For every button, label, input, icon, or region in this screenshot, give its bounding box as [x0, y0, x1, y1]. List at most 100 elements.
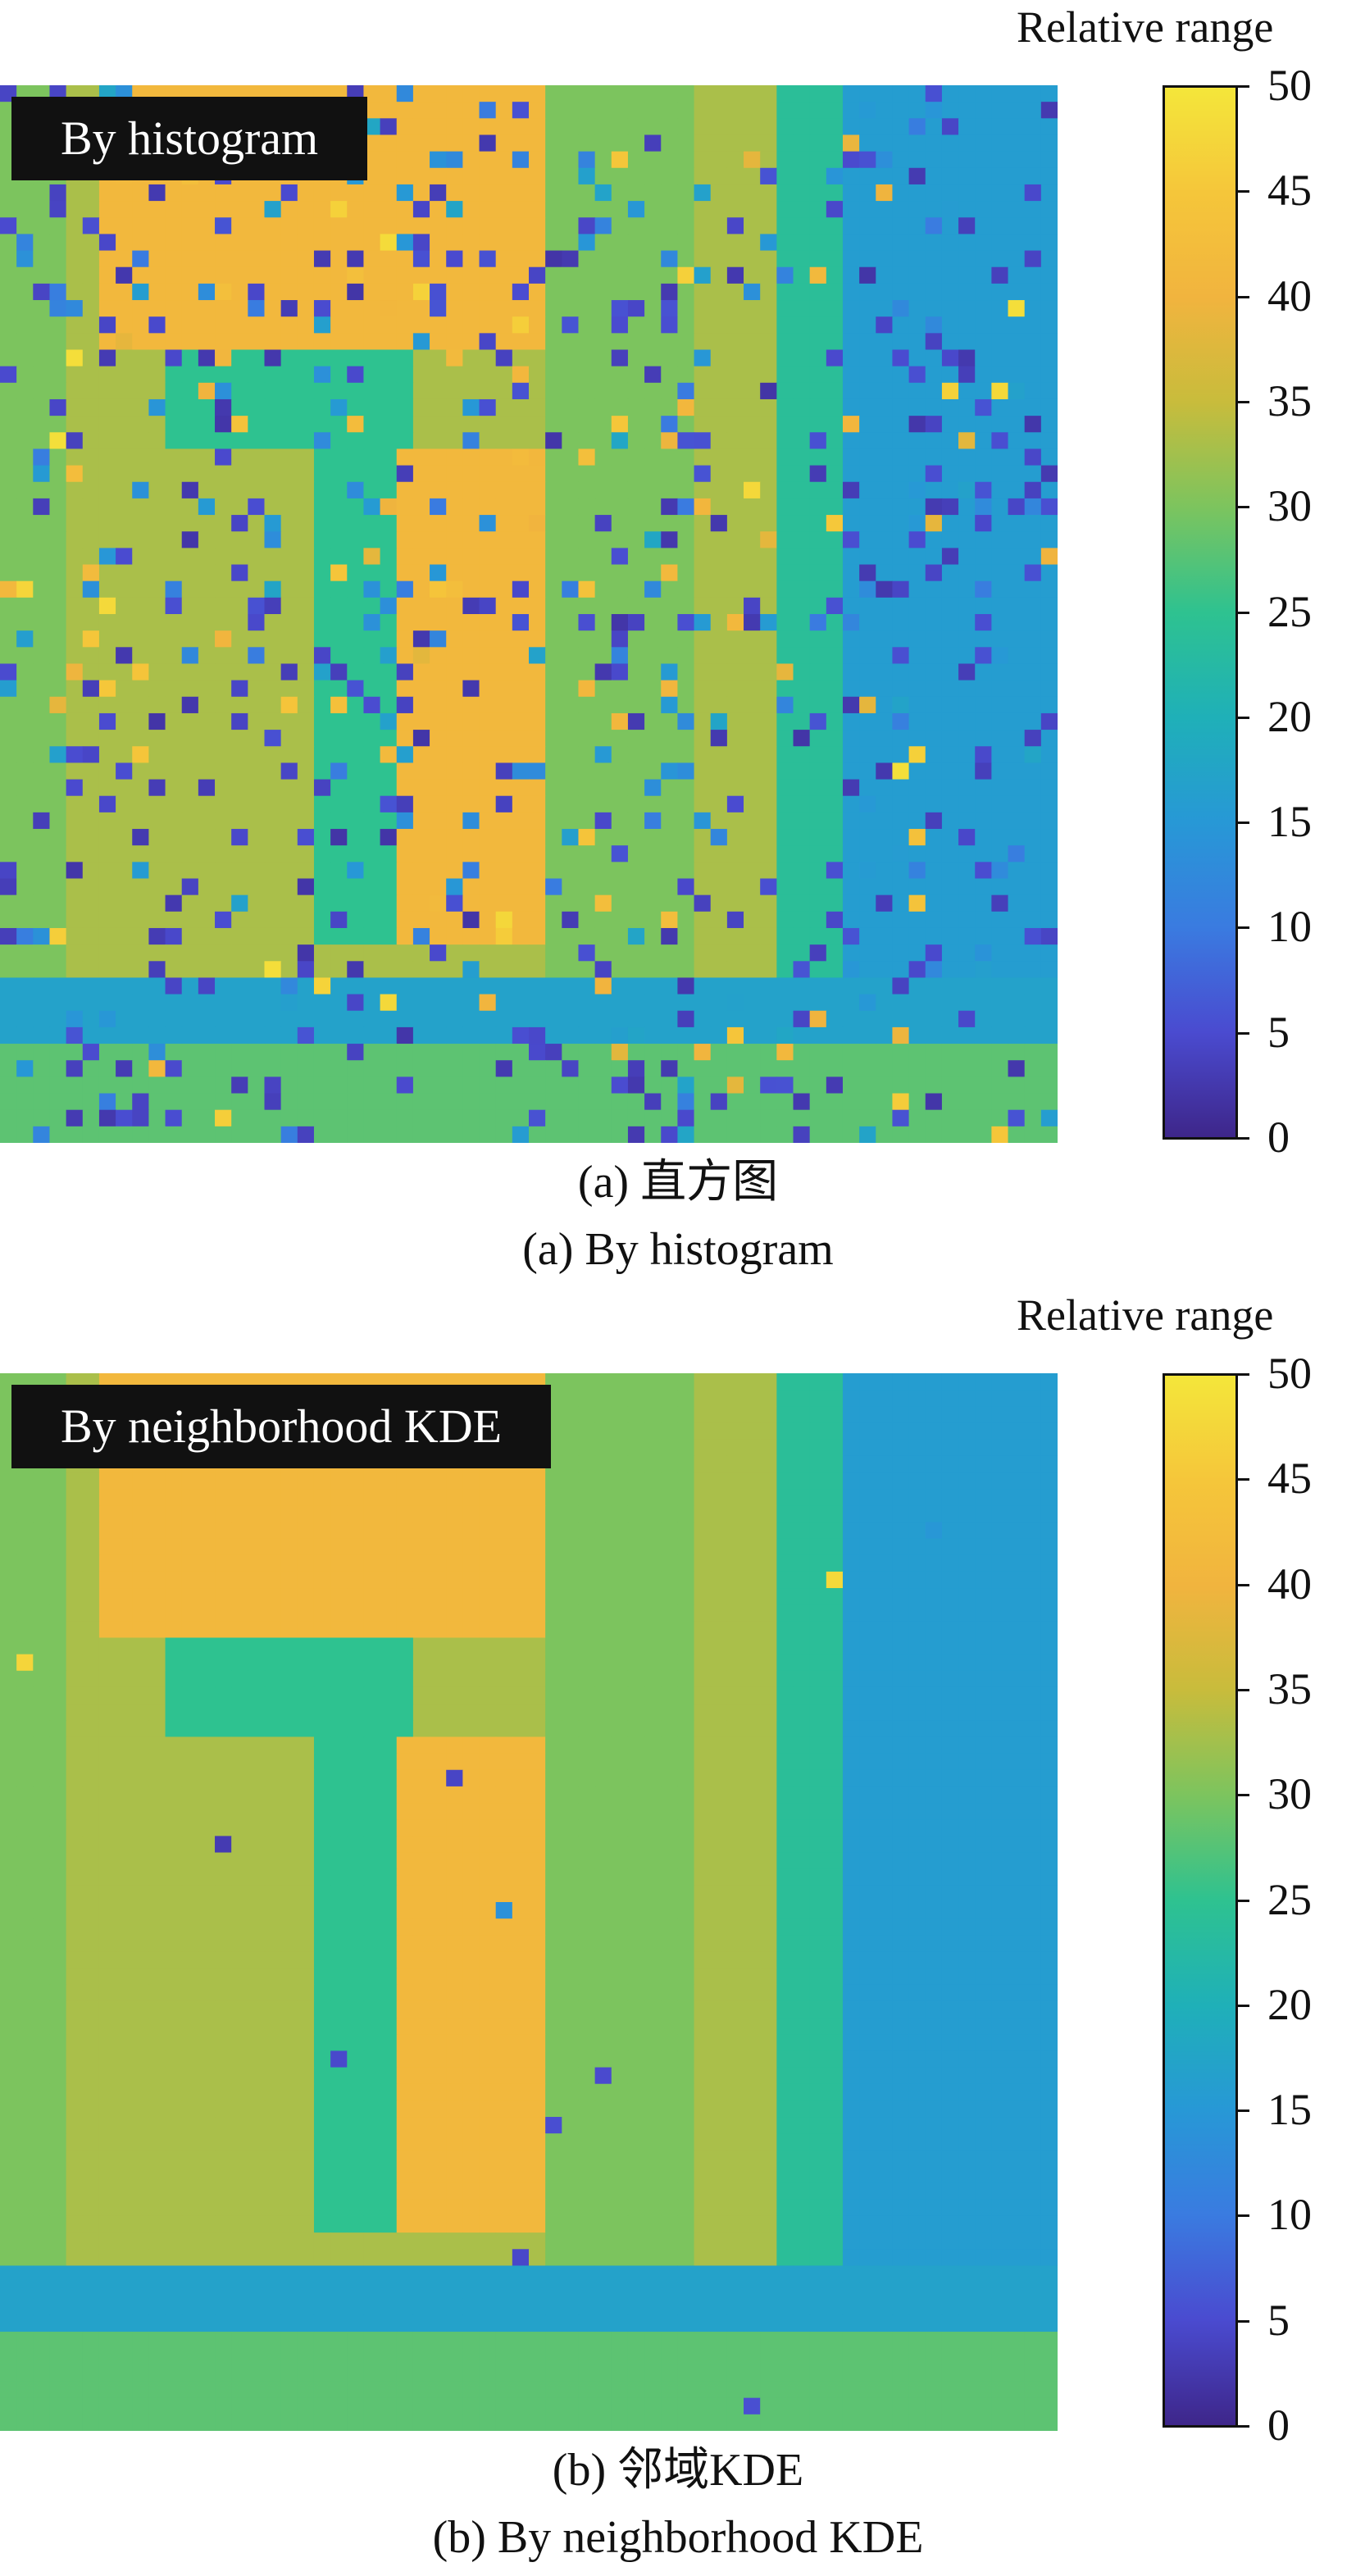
heatmap-cell	[479, 349, 497, 367]
heatmap-cell	[198, 465, 216, 483]
heatmap-cell	[495, 812, 513, 830]
heatmap-cell	[594, 498, 612, 516]
heatmap-cell	[165, 779, 183, 797]
heatmap-cell	[33, 432, 51, 450]
heatmap-cell	[479, 300, 497, 317]
heatmap-cell	[578, 366, 596, 384]
heatmap-cell	[892, 531, 910, 548]
heatmap-cell	[991, 762, 1009, 781]
heatmap-cell	[661, 1044, 679, 1061]
heatmap-cell	[925, 465, 943, 483]
heatmap-cell	[991, 333, 1009, 351]
heatmap-cell	[1040, 1076, 1058, 1095]
heatmap-cell	[578, 416, 596, 433]
heatmap-cell	[82, 1588, 100, 1605]
heatmap-cell	[627, 1571, 645, 1589]
heatmap-cell	[529, 1554, 546, 1572]
heatmap-cell	[446, 531, 463, 548]
heatmap-cell	[578, 167, 596, 185]
heatmap-cell	[726, 564, 744, 582]
heatmap-cell	[941, 217, 959, 235]
heatmap-cell	[430, 597, 447, 615]
heatmap-cell	[793, 1373, 811, 1390]
heatmap-cell	[859, 316, 876, 334]
heatmap-cell	[248, 829, 266, 846]
heatmap-cell	[66, 663, 84, 681]
heatmap-cell	[941, 498, 959, 516]
heatmap-cell	[1024, 927, 1042, 945]
heatmap-cell	[479, 432, 497, 450]
heatmap-cell	[760, 647, 777, 665]
heatmap-cell	[264, 448, 282, 467]
heatmap-cell	[446, 448, 463, 467]
heatmap-cell	[512, 548, 530, 566]
heatmap-cell	[1040, 580, 1058, 598]
heatmap-cell	[578, 1505, 596, 1523]
heatmap-cell	[98, 498, 116, 516]
heatmap-cell	[495, 432, 513, 450]
heatmap-cell	[297, 349, 315, 367]
heatmap-cell	[529, 812, 546, 830]
heatmap-cell	[644, 630, 662, 648]
heatmap-cell	[562, 167, 580, 185]
heatmap-cell	[627, 448, 645, 467]
heatmap-cell	[842, 647, 860, 665]
heatmap-cell	[396, 382, 414, 400]
heatmap-cell	[991, 1522, 1009, 1540]
heatmap-cell	[148, 696, 166, 714]
heatmap-cell	[1024, 1422, 1042, 1440]
heatmap-cell	[479, 1109, 497, 1127]
heatmap-cell	[165, 498, 183, 516]
heatmap-cell	[165, 250, 183, 268]
heatmap-cell	[248, 349, 266, 367]
heatmap-cell	[412, 680, 430, 698]
heatmap-cell	[412, 762, 430, 781]
heatmap-cell	[744, 201, 761, 218]
heatmap-cell	[231, 382, 248, 400]
heatmap-cell	[215, 994, 232, 1012]
heatmap-cell	[760, 597, 777, 615]
heatmap-cell	[793, 977, 811, 995]
heatmap-cell	[363, 696, 381, 714]
heatmap-cell	[644, 614, 662, 631]
heatmap-cell	[512, 762, 530, 781]
heatmap-cell	[578, 1455, 596, 1473]
heatmap-cell	[908, 432, 926, 450]
heatmap-cell	[347, 1489, 365, 1506]
heatmap-cell	[908, 944, 926, 962]
heatmap-cell	[710, 845, 728, 862]
heatmap-cell	[49, 382, 67, 400]
heatmap-cell	[710, 217, 728, 235]
heatmap-cell	[776, 779, 794, 797]
heatmap-cell	[181, 548, 199, 566]
heatmap-cell	[446, 862, 463, 880]
heatmap-cell	[313, 548, 331, 566]
heatmap-cell	[529, 795, 546, 813]
heatmap-cell	[809, 448, 827, 467]
heatmap-cell	[594, 465, 612, 483]
heatmap-cell	[363, 366, 381, 384]
heatmap-cell	[529, 217, 546, 235]
heatmap-cell	[330, 234, 348, 252]
heatmap-cell	[116, 1060, 133, 1077]
heatmap-cell	[165, 300, 183, 317]
heatmap-cell	[892, 1373, 910, 1390]
heatmap-cell	[1024, 712, 1042, 730]
panel-b: By neighborhood KDE Relative range 50 45 4…	[0, 1288, 1356, 2576]
heatmap-cell	[562, 151, 580, 169]
heatmap-cell	[594, 564, 612, 582]
heatmap-cell	[0, 829, 17, 846]
heatmap-cell	[826, 911, 844, 929]
heatmap-cell	[297, 1076, 315, 1095]
heatmap-cell	[297, 217, 315, 235]
heatmap-cell	[958, 1455, 976, 1473]
heatmap-cell	[694, 961, 712, 979]
heatmap-cell	[98, 1538, 116, 1556]
heatmap-cell	[165, 1571, 183, 1589]
heatmap-cell	[446, 762, 463, 781]
heatmap-cell	[611, 1538, 629, 1556]
heatmap-cell	[925, 580, 943, 598]
heatmap-cell	[594, 845, 612, 862]
heatmap-cell	[181, 762, 199, 781]
heatmap-cell	[958, 829, 976, 846]
